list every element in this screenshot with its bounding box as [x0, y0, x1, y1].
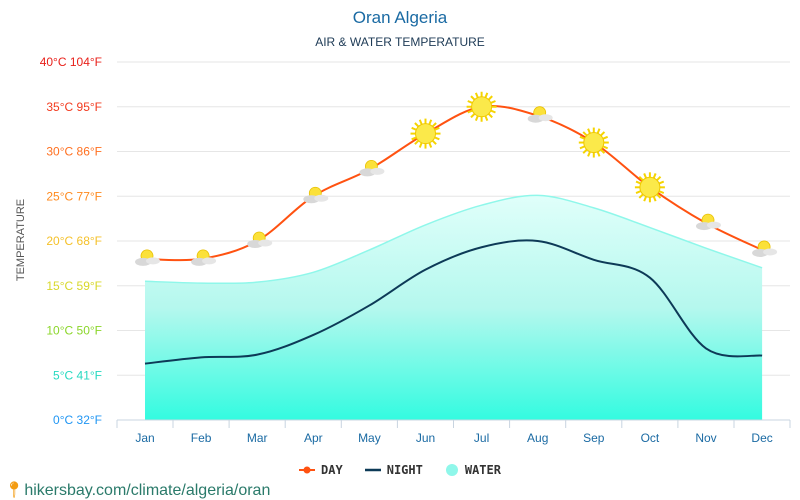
- x-tick-label: Sep: [583, 431, 605, 445]
- legend-water-label: WATER: [464, 463, 501, 477]
- water-line: [144, 194, 763, 285]
- y-tick-label: 25°C 77°F: [46, 189, 102, 203]
- sun-icon: [578, 127, 609, 158]
- legend-day-label: DAY: [321, 463, 343, 477]
- night-line: [144, 239, 763, 365]
- water-area: [145, 195, 763, 420]
- partly-cloudy-icon: [752, 240, 778, 257]
- x-tick-label: Jul: [474, 431, 489, 445]
- chart-plot: 0°C 32°F 5°C 41°F 10°C 50°F 15°C 59°F 20°C 6…: [40, 55, 791, 445]
- y-tick-label: 0°C 32°F: [53, 413, 102, 427]
- y-tick-label: 10°C 50°F: [46, 324, 102, 338]
- partly-cloudy-icon: [359, 159, 385, 177]
- legend-night[interactable]: NIGHT: [364, 463, 423, 477]
- source-link[interactable]: 📍︎hikersbay.com/climate/algeria/oran: [4, 480, 270, 500]
- x-tick-label: Jan: [135, 431, 154, 445]
- x-tick-label: Dec: [751, 431, 772, 445]
- partly-cloudy-icon: [696, 213, 721, 231]
- sun-icon: [410, 118, 441, 149]
- location-pin-icon: 📍︎: [4, 482, 25, 499]
- chart-title: Oran Algeria: [352, 8, 448, 27]
- source-url: hikersbay.com/climate/algeria/oran: [24, 482, 271, 499]
- y-tick-label: 30°C 86°F: [46, 145, 102, 159]
- partly-cloudy-icon: [527, 106, 553, 123]
- sun-icon: [634, 172, 665, 203]
- partly-cloudy-icon: [247, 231, 273, 248]
- legend: DAY NIGHT WATER: [0, 463, 800, 477]
- x-tick-label: Mar: [247, 431, 268, 445]
- partly-cloudy-icon: [191, 249, 217, 266]
- legend-water[interactable]: WATER: [445, 463, 501, 477]
- chart-subtitle: AIR & WATER TEMPERATURE: [315, 35, 485, 49]
- y-tick-label: 20°C 68°F: [46, 234, 102, 248]
- y-tick-label: 5°C 41°F: [53, 368, 102, 382]
- x-tick-label: Oct: [641, 431, 660, 445]
- x-tick-label: Feb: [191, 431, 212, 445]
- x-tick-label: Aug: [527, 431, 548, 445]
- x-tick-label: Nov: [695, 431, 716, 445]
- legend-day[interactable]: DAY: [299, 463, 343, 477]
- y-tick-label: 15°C 59°F: [46, 279, 102, 293]
- partly-cloudy-icon: [303, 186, 329, 204]
- sun-icon: [466, 91, 497, 122]
- partly-cloudy-icon: [135, 249, 160, 266]
- x-tick-label: May: [358, 431, 381, 445]
- y-tick-label: 40°C 104°F: [40, 55, 102, 69]
- y-tick-label: 35°C 95°F: [46, 100, 102, 114]
- x-tick-label: Jun: [416, 431, 435, 445]
- legend-night-label: NIGHT: [386, 463, 423, 477]
- x-tick-label: Apr: [304, 431, 323, 445]
